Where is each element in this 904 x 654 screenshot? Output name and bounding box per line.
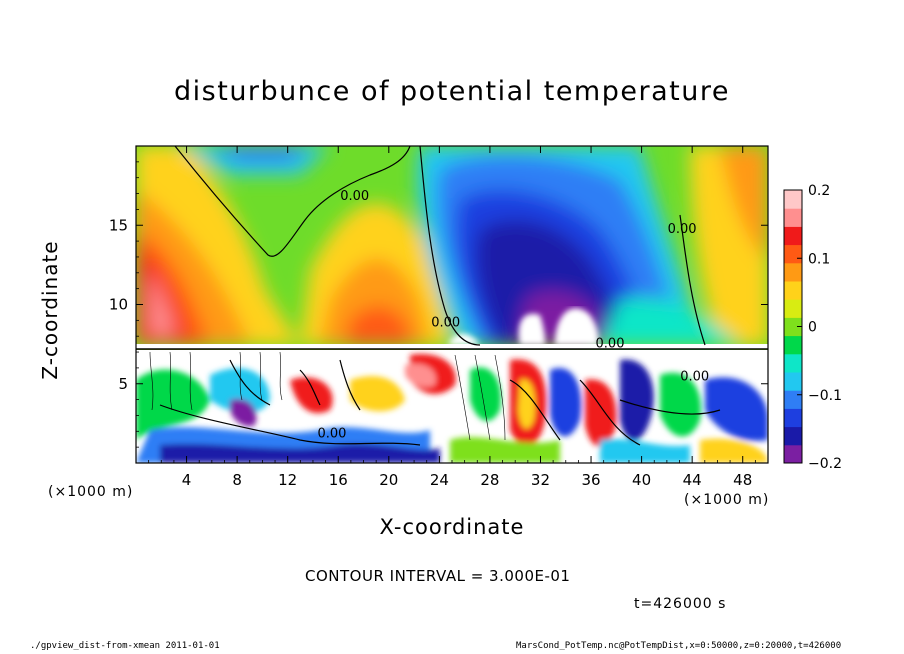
contour-label: 0.00 xyxy=(680,370,709,385)
colorbar-swatch xyxy=(784,244,802,264)
x-tick-label: 12 xyxy=(278,471,297,489)
x-tick-label: 40 xyxy=(632,471,651,489)
colorbar-swatch xyxy=(784,426,802,446)
colorbar-swatch xyxy=(784,299,802,318)
colorbar-swatch xyxy=(784,408,802,428)
x-axis-label: X-coordinate xyxy=(379,515,525,539)
colorbar-tick-label: 0.1 xyxy=(808,251,830,267)
x-tick-label: 20 xyxy=(379,471,398,489)
colorbar-swatch xyxy=(784,353,802,373)
boundary-white xyxy=(136,344,768,349)
colorbar-swatch xyxy=(784,390,802,409)
colorbar-swatch xyxy=(784,444,802,464)
y-tick-label: 5 xyxy=(118,375,128,393)
y-tick-label: 10 xyxy=(109,296,128,314)
x-tick-label: 24 xyxy=(430,471,449,489)
colorbar-swatch xyxy=(784,262,802,282)
colorbar-swatch xyxy=(784,281,802,300)
colorbar-swatch xyxy=(784,335,802,355)
colorbar-tick-label: 0.2 xyxy=(808,183,830,199)
x-unit-right: (×1000 m) xyxy=(684,492,770,508)
x-tick-label: 16 xyxy=(329,471,348,489)
chart-title: disturbunce of potential temperature xyxy=(174,76,730,107)
contour-interval: CONTOUR INTERVAL = 3.000E-01 xyxy=(305,567,571,585)
x-axis: 4 8 12 16 20 24 28 32 36 40 44 48 xyxy=(148,146,756,489)
colorbar-tick-label: −0.2 xyxy=(808,456,842,472)
x-tick-label: 48 xyxy=(733,471,752,489)
y-tick-label: 15 xyxy=(109,216,128,234)
x-tick-label: 44 xyxy=(683,471,702,489)
contour-lines-fine xyxy=(149,351,506,441)
colorbar-swatch xyxy=(784,372,802,391)
time-label: t=426000 s xyxy=(634,596,727,612)
contour-label: 0.00 xyxy=(596,336,625,351)
y-axis: 5 10 15 xyxy=(109,161,768,448)
x-tick-label: 4 xyxy=(182,471,192,489)
colorbar-tick-label: 0 xyxy=(808,320,817,336)
contour-label: 0.00 xyxy=(317,427,346,442)
x-tick-label: 32 xyxy=(531,471,550,489)
colorbar: 0.2 0.1 0 −0.1 −0.2 xyxy=(783,183,842,472)
contour-lines xyxy=(159,146,721,446)
boundary-line xyxy=(136,348,768,351)
x-tick-label: 36 xyxy=(581,471,600,489)
footer-source: MarsCond_PotTemp.nc@PotTempDist,x=0:5000… xyxy=(516,641,842,651)
lower-field xyxy=(136,350,768,463)
colorbar-tick-label: −0.1 xyxy=(808,388,842,404)
field-area xyxy=(136,146,768,463)
x-tick-label: 28 xyxy=(480,471,499,489)
colorbar-swatch xyxy=(784,190,802,209)
x-unit-left: (×1000 m) xyxy=(48,484,134,500)
contour-label: 0.00 xyxy=(340,189,369,204)
colorbar-swatch xyxy=(784,208,802,227)
colorbar-swatch xyxy=(784,317,802,337)
colorbar-swatch xyxy=(784,226,802,246)
white-plumes xyxy=(448,308,599,345)
contour-labels: 0.00 0.00 0.00 0.00 0.00 0.00 xyxy=(317,189,709,442)
x-tick-label: 8 xyxy=(232,471,242,489)
footer-script: ./gpview_dist-from-xmean 2011-01-01 xyxy=(30,641,220,651)
contour-label: 0.00 xyxy=(668,222,697,237)
contour-label: 0.00 xyxy=(431,316,460,331)
